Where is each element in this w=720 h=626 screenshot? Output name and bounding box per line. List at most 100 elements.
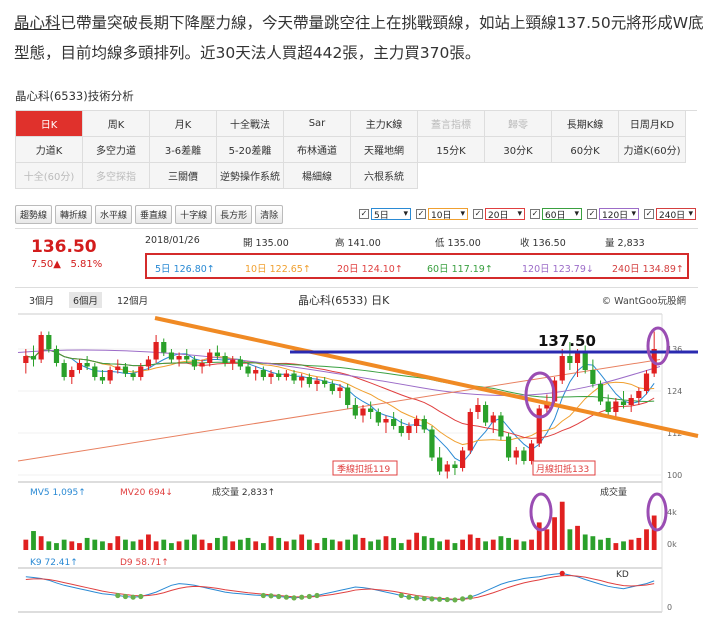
- tab-0-5[interactable]: 主力K線: [351, 111, 418, 137]
- ma-checkbox[interactable]: ✓: [473, 209, 483, 219]
- volume-bar: [237, 539, 243, 550]
- kd-oversold-dot: [276, 593, 282, 600]
- stock-link[interactable]: 晶心科: [14, 14, 61, 32]
- tab-1-3[interactable]: 5-20差離: [217, 137, 284, 163]
- mv20-label: MV20 694↓: [120, 488, 173, 498]
- ma-dropdown[interactable]: 60日 ▾: [542, 208, 582, 221]
- tab-0-4[interactable]: Sar: [284, 111, 351, 137]
- ma-dropdown[interactable]: 240日 ▾: [656, 208, 696, 221]
- tab-1-5[interactable]: 天羅地網: [351, 137, 418, 163]
- tab-1-0[interactable]: 力道K: [16, 137, 83, 163]
- candle-body: [383, 419, 389, 423]
- ma-dropdown[interactable]: 10日 ▾: [428, 208, 468, 221]
- volume-bar: [176, 541, 182, 550]
- ma-checkbox[interactable]: ✓: [416, 209, 426, 219]
- ma-checkbox[interactable]: ✓: [359, 209, 369, 219]
- ma-checkbox[interactable]: ✓: [530, 209, 540, 219]
- tab-1-7[interactable]: 30分K: [485, 137, 552, 163]
- tool-button-5[interactable]: 長方形: [215, 204, 253, 224]
- tab-2-3[interactable]: 逆勢操作系統: [217, 163, 284, 189]
- tab-2-5[interactable]: 六根系統: [351, 163, 418, 189]
- tab-0-9[interactable]: 日周月KD: [619, 111, 686, 137]
- tab-0-3[interactable]: 十全戰法: [217, 111, 284, 137]
- tab-0-2[interactable]: 月K: [150, 111, 217, 137]
- candle-body: [53, 349, 60, 363]
- tab-2-0[interactable]: 十全(60分): [16, 163, 83, 189]
- ma-checkbox[interactable]: ✓: [587, 209, 597, 219]
- tab-1-2[interactable]: 3-6差離: [150, 137, 217, 163]
- ma-checkbox[interactable]: ✓: [644, 209, 654, 219]
- tool-button-1[interactable]: 轉折線: [55, 204, 93, 224]
- tab-1-6[interactable]: 15分K: [418, 137, 485, 163]
- ma-select-2[interactable]: ✓ 20日 ▾: [473, 208, 527, 221]
- tab-2-2[interactable]: 三關價: [150, 163, 217, 189]
- tool-button-4[interactable]: 十字線: [175, 204, 213, 224]
- tab-row: 力道K 多空力道 3-6差離 5-20差離 布林通道 天羅地網 15分K 30分K 60分K 力道…: [16, 137, 697, 163]
- ma-select-0[interactable]: ✓ 5日 ▾: [359, 208, 413, 221]
- kd-oversold-dot: [460, 596, 466, 602]
- ma-dropdown[interactable]: 5日 ▾: [371, 208, 411, 221]
- volume-bar: [621, 541, 626, 550]
- kd-title: KD: [616, 570, 629, 580]
- volume-bar: [644, 529, 649, 550]
- tool-button-2[interactable]: 水平線: [95, 204, 133, 224]
- tool-button-0[interactable]: 趨勢線: [15, 204, 53, 224]
- tab-0-1[interactable]: 周K: [83, 111, 150, 137]
- tab-2-4[interactable]: 楊細線: [284, 163, 351, 189]
- candle-body: [452, 464, 458, 468]
- volume-bar: [100, 541, 105, 550]
- tab-0-0[interactable]: 日K: [16, 111, 83, 137]
- volume-bar: [306, 539, 312, 550]
- candle-body: [283, 373, 289, 377]
- volume-bar: [636, 537, 642, 550]
- chevron-down-icon: ▾: [403, 209, 408, 219]
- candle-body: [253, 370, 259, 374]
- tab-1-9[interactable]: 力道K(60分): [619, 137, 686, 163]
- period-button-1[interactable]: 6個月: [69, 292, 103, 308]
- kd-oversold-dot: [421, 595, 427, 602]
- quote-open: 開 135.00: [243, 238, 289, 249]
- tab-1-8[interactable]: 60分K: [552, 137, 619, 163]
- candle-body: [99, 377, 106, 381]
- volume-bar: [398, 543, 404, 550]
- tool-button-3[interactable]: 垂直線: [135, 204, 173, 224]
- tab-1-4[interactable]: 布林通道: [284, 137, 351, 163]
- ma-select-4[interactable]: ✓ 120日 ▾: [587, 208, 641, 221]
- period-button-2[interactable]: 12個月: [117, 296, 149, 307]
- tab-2-1[interactable]: 多空探指: [83, 163, 150, 189]
- annotation-box: [532, 460, 596, 476]
- annotation-text: 季線扣抵119: [337, 463, 390, 475]
- ma-dropdown[interactable]: 20日 ▾: [485, 208, 525, 221]
- candle-body: [559, 356, 565, 381]
- drawing-toolbar: 趨勢線 轉折線 水平線 垂直線 十字線 長方形 清除 ✓ 5日 ▾ ✓ 10日 ▾ ✓ 20日 ▾ ✓ 60日 ▾ ✓…: [15, 203, 698, 225]
- ma-select-1[interactable]: ✓ 10日 ▾: [416, 208, 470, 221]
- ma-line-10: [25, 349, 655, 446]
- candle-body: [322, 380, 328, 384]
- ma-select-3[interactable]: ✓ 60日 ▾: [530, 208, 584, 221]
- candle-body: [528, 443, 535, 461]
- chevron-down-icon: ▾: [517, 209, 522, 219]
- tab-0-8[interactable]: 長期K線: [552, 111, 619, 137]
- candle-body: [61, 363, 67, 377]
- candle-body: [207, 352, 213, 363]
- candle-body: [291, 373, 297, 381]
- downtrend-line: [154, 316, 699, 438]
- tab-0-6[interactable]: 蓋言指標: [418, 111, 485, 137]
- period-button-0[interactable]: 3個月: [29, 296, 55, 307]
- ma-dropdown[interactable]: 120日 ▾: [599, 208, 639, 221]
- ma-value-5: 240日 134.89↑: [612, 264, 684, 275]
- ma-select-5[interactable]: ✓ 240日 ▾: [644, 208, 698, 221]
- ma-value-3: 60日 117.19↑: [427, 264, 493, 275]
- tool-button-6[interactable]: 清除: [255, 204, 284, 224]
- volume-bar: [628, 539, 634, 550]
- ma-value-2: 20日 124.10↑: [337, 264, 403, 275]
- volume-bar: [613, 543, 619, 550]
- candle-body: [636, 391, 642, 398]
- article-text: 晶心科已帶量突破長期下降壓力線，今天帶量跳空往上在挑戰頸線，如站上頸線137.5…: [14, 8, 710, 68]
- quote-bar: 136.50 7.50▲ 5.81% 2018/01/26 開 135.00 高…: [15, 228, 698, 285]
- tab-1-1[interactable]: 多空力道: [83, 137, 150, 163]
- volume-bar: [276, 537, 282, 550]
- tab-0-7[interactable]: 歸零: [485, 111, 552, 137]
- volume-bar: [245, 537, 251, 550]
